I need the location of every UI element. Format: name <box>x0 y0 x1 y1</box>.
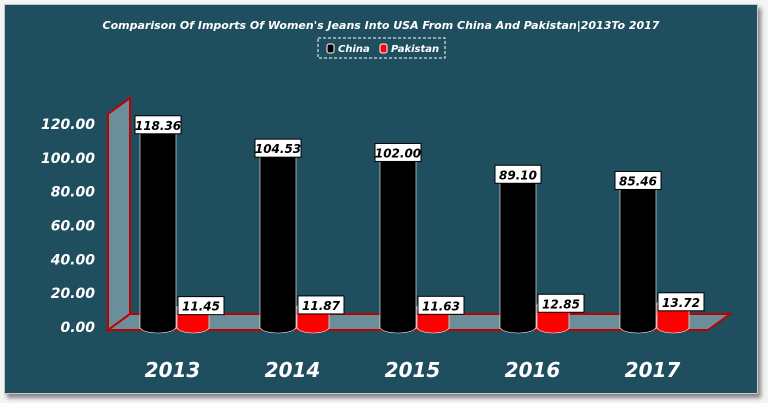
x-category-label: 2014 <box>265 358 321 382</box>
label-china-2014: 104.53 <box>254 138 302 158</box>
label-china-2017-text: 85.46 <box>619 174 657 188</box>
label-pakistan-2014: 11.87 <box>297 295 345 315</box>
x-category-label: 2015 <box>385 358 441 382</box>
label-china-2016: 89.10 <box>494 164 542 184</box>
label-china-2017-box <box>614 170 662 190</box>
legend-label-pakistan: Pakistan <box>391 44 439 55</box>
label-pakistan-2014-text: 11.87 <box>302 299 341 313</box>
side-wall <box>107 96 131 332</box>
bar-china-2016 <box>499 169 537 334</box>
label-china-2015-text: 102.00 <box>375 146 421 160</box>
label-china-2016-box <box>494 164 542 184</box>
label-pakistan-2016-text: 12.85 <box>542 297 580 311</box>
bar-china-2015 <box>379 148 417 334</box>
legend-swatch-china <box>326 43 335 54</box>
chart-title: Comparison Of Imports Of Women's Jeans I… <box>103 19 660 32</box>
bar-china-2013 <box>139 120 177 334</box>
label-china-2013-box <box>134 115 182 135</box>
y-tick-label: 60.00 <box>51 219 96 235</box>
label-china-2016-text: 89.10 <box>499 168 537 182</box>
y-tick-label: 100.00 <box>41 151 95 167</box>
x-category-label: 2016 <box>505 358 561 382</box>
label-pakistan-2014-box <box>297 295 345 315</box>
label-pakistan-2016: 12.85 <box>537 293 585 313</box>
label-pakistan-2017-box <box>657 292 705 312</box>
chart-panel: Comparison Of Imports Of Women's Jeans I… <box>4 4 758 394</box>
label-pakistan-2015: 11.63 <box>417 295 465 315</box>
x-category-label: 2013 <box>145 358 201 382</box>
y-tick-label: 80.00 <box>51 185 96 201</box>
legend-box <box>317 37 446 59</box>
x-category-label: 2017 <box>625 358 681 382</box>
chart-svg: Comparison Of Imports Of Women's Jeans I… <box>41 19 734 382</box>
y-tick-label: 120.00 <box>41 117 95 133</box>
y-tick-label: 0.00 <box>60 320 95 336</box>
label-pakistan-2013: 11.45 <box>177 296 225 316</box>
category-labels: 2013 2014 2015 2016 2017 <box>145 358 681 382</box>
label-china-2015: 102.00 <box>374 142 422 162</box>
bar-china-2014 <box>259 143 297 334</box>
label-pakistan-2016-box <box>537 293 585 313</box>
label-china-2015-box <box>374 142 422 162</box>
label-pakistan-2015-box <box>417 295 465 315</box>
label-china-2017: 85.46 <box>614 170 662 190</box>
legend-swatch-pakistan <box>379 43 388 54</box>
label-china-2013: 118.36 <box>134 115 182 135</box>
label-pakistan-2015-text: 11.63 <box>422 299 460 313</box>
label-pakistan-2017: 13.72 <box>657 292 705 312</box>
label-pakistan-2013-text: 11.45 <box>182 300 220 314</box>
label-china-2014-box <box>254 138 302 158</box>
legend: China Pakistan <box>317 37 446 59</box>
y-tick-label: 40.00 <box>50 252 96 268</box>
y-axis-ticks: 0.00 20.00 40.00 60.00 80.00 100.00 120.00 <box>41 117 95 336</box>
data-labels: 118.36 11.45 104.53 11.87 102.00 11.63 89.10 12… <box>134 115 705 316</box>
label-china-2013-text: 118.36 <box>135 119 181 133</box>
label-pakistan-2017-text: 13.72 <box>662 296 700 310</box>
label-pakistan-2013-box <box>177 296 225 316</box>
legend-label-china: China <box>338 44 370 55</box>
label-china-2014-text: 104.53 <box>255 142 301 156</box>
bar-china-2017 <box>619 176 657 334</box>
y-tick-label: 20.00 <box>51 286 96 302</box>
